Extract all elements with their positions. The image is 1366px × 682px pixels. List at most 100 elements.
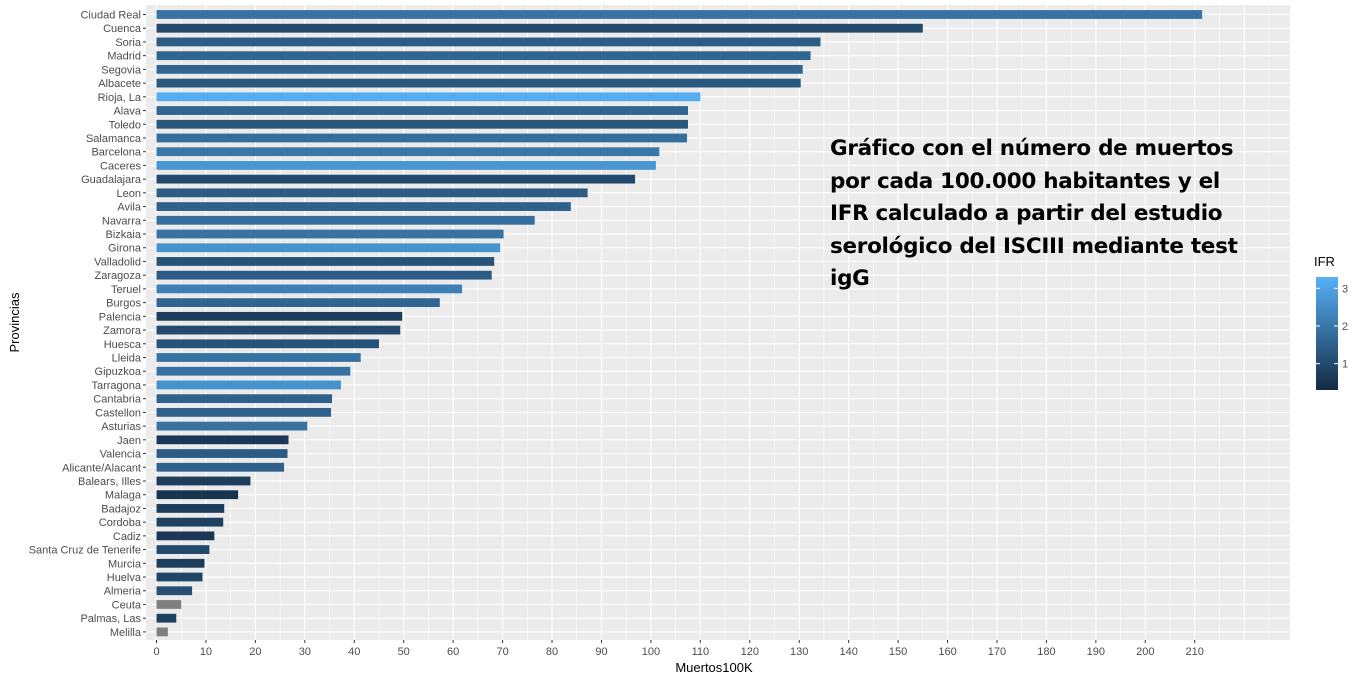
bars <box>156 10 1203 637</box>
bar <box>156 572 203 582</box>
y-tick-label: Huesca <box>104 339 142 351</box>
bar <box>156 51 811 61</box>
x-tick-label: 10 <box>200 646 212 658</box>
bar <box>156 366 351 376</box>
y-tick-label: Palmas, Las <box>80 613 141 625</box>
y-tick-label: Valencia <box>100 449 142 461</box>
x-axis-ticks: 0 10 20 30 40 50 60 70 80 90 100 110 120 130 140 150 160… <box>153 640 1204 658</box>
y-tick-label: Almeria <box>104 586 142 598</box>
bar <box>156 517 224 527</box>
y-tick-label: Malaga <box>105 490 142 502</box>
bar <box>156 339 379 349</box>
y-tick-label: Santa Cruz de Tenerife <box>29 545 141 557</box>
bar <box>156 476 251 486</box>
y-tick-label: Navarra <box>102 215 142 227</box>
bar <box>156 37 821 47</box>
y-tick-label: Cuenca <box>103 23 142 35</box>
bar <box>156 558 205 568</box>
x-tick-label: 190 <box>1087 646 1105 658</box>
y-tick-label: Cordoba <box>99 517 142 529</box>
legend: IFR 1 2 3 <box>1314 254 1348 390</box>
bar <box>156 257 495 266</box>
x-tick-label: 60 <box>447 646 459 658</box>
x-tick-label: 140 <box>839 646 857 658</box>
bar <box>156 586 193 596</box>
bar <box>156 215 535 225</box>
bar <box>156 174 636 184</box>
y-tick-label: Albacete <box>98 78 141 90</box>
bar <box>156 311 403 321</box>
y-tick-label: Palencia <box>99 311 142 323</box>
bar <box>156 229 504 239</box>
y-tick-label: Zamora <box>103 325 142 337</box>
bar <box>156 600 182 609</box>
y-tick-label: Toledo <box>109 119 141 131</box>
y-tick-label: Barcelona <box>91 147 141 159</box>
x-tick-label: 210 <box>1186 646 1204 658</box>
x-tick-label: 150 <box>889 646 907 658</box>
bar <box>156 78 801 88</box>
bar <box>156 462 285 472</box>
bar <box>156 106 688 115</box>
y-tick-label: Murcia <box>108 558 142 570</box>
y-tick-label: Asturias <box>101 421 141 433</box>
y-tick-label: Castellon <box>95 407 141 419</box>
bar <box>156 531 215 541</box>
y-tick-label: Segovia <box>101 64 142 76</box>
bar <box>156 23 923 33</box>
bar <box>156 325 401 335</box>
bar <box>156 243 501 253</box>
y-tick-label: Balears, Illes <box>78 476 141 488</box>
y-tick-label: Madrid <box>107 51 141 63</box>
y-tick-label: Avila <box>117 202 142 214</box>
x-tick-label: 0 <box>153 646 159 658</box>
y-axis-title: Provincias <box>7 292 22 352</box>
y-tick-label: Leon <box>117 188 141 200</box>
x-tick-label: 130 <box>790 646 808 658</box>
bar <box>156 490 239 500</box>
bar <box>156 284 463 294</box>
y-tick-label: Melilla <box>110 627 142 639</box>
y-tick-label: Huelva <box>107 572 142 584</box>
y-tick-label: Cadiz <box>113 531 141 543</box>
bar <box>156 421 308 431</box>
legend-colorbar <box>1316 277 1338 390</box>
x-tick-label: 90 <box>595 646 607 658</box>
y-tick-label: Ciudad Real <box>80 10 141 22</box>
bar <box>156 380 341 390</box>
x-tick-label: 200 <box>1136 646 1154 658</box>
legend-ticks: 1 2 3 <box>1316 283 1348 371</box>
y-tick-label: Guadalajara <box>81 174 142 186</box>
bar <box>156 504 225 513</box>
y-tick-label: Alava <box>113 106 141 118</box>
legend-title: IFR <box>1314 254 1335 269</box>
y-tick-label: Jaen <box>117 435 141 447</box>
bar <box>156 627 168 637</box>
y-tick-label: Girona <box>108 243 142 255</box>
chart-annotation: Gráfico con el número de muertos por cad… <box>830 136 1238 291</box>
bar <box>156 147 660 157</box>
y-tick-label: Teruel <box>111 284 141 296</box>
bar <box>156 353 361 362</box>
legend-tick-label: 2 <box>1342 321 1348 333</box>
bar <box>156 270 492 280</box>
bar <box>156 10 1203 19</box>
bar <box>156 133 687 143</box>
y-tick-label: Caceres <box>100 160 141 172</box>
x-tick-label: 30 <box>299 646 311 658</box>
y-tick-label: Salamanca <box>86 133 142 145</box>
x-tick-label: 50 <box>398 646 410 658</box>
bar <box>156 407 332 417</box>
bar <box>156 435 289 445</box>
y-tick-label: Zaragoza <box>95 270 142 282</box>
x-tick-label: 100 <box>642 646 660 658</box>
y-tick-label: Badajoz <box>101 503 141 515</box>
x-tick-label: 180 <box>1037 646 1055 658</box>
bar <box>156 188 588 198</box>
y-tick-label: Lleida <box>112 353 142 365</box>
x-tick-label: 170 <box>988 646 1006 658</box>
y-tick-label: Gipuzkoa <box>95 366 142 378</box>
y-tick-label: Valladolid <box>94 256 141 268</box>
